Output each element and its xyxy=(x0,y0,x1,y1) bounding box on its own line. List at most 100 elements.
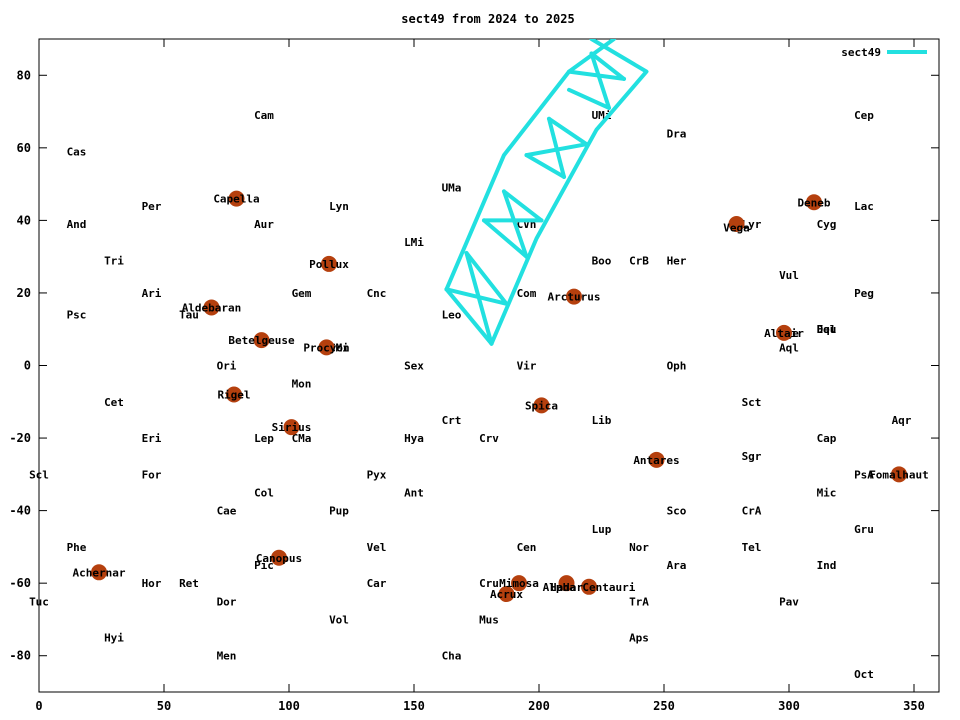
constellation-label: Aps xyxy=(629,632,649,645)
star-label: Alpha Centauri xyxy=(543,581,636,594)
constellation-label: Gem xyxy=(292,287,312,300)
star-point xyxy=(806,194,822,211)
y-tick-label: -40 xyxy=(9,504,31,518)
constellation-label: CrB xyxy=(629,254,649,267)
sect49-segment xyxy=(444,287,494,346)
star-point xyxy=(581,578,597,595)
constellation-label: Per xyxy=(142,200,162,213)
y-tick-label: 0 xyxy=(24,359,31,373)
constellation-labels: Cam Cas Per Aur Lyn And Tri Ari Gem Cnc Psc Tau Ori C… xyxy=(29,109,912,681)
star-label: Capella xyxy=(213,193,259,206)
constellation-label: Oct xyxy=(854,668,874,681)
star-label: Hadar xyxy=(550,581,583,594)
constellation-label: Eri xyxy=(142,432,162,445)
constellation-label: Lib xyxy=(592,414,612,427)
constellation-label: LMi xyxy=(404,236,424,249)
star-label: Aldebaran xyxy=(182,301,242,314)
x-tick-label: 250 xyxy=(653,699,675,713)
constellation-label: Dra xyxy=(667,127,687,140)
star-label: Altair xyxy=(764,327,804,340)
x-tick-label: 100 xyxy=(278,699,300,713)
star-label: Betelgeuse xyxy=(228,334,295,347)
y-tick-label: -60 xyxy=(9,576,31,590)
constellation-label: Del xyxy=(817,323,837,336)
constellation-label: Hor xyxy=(142,577,162,590)
constellation-label: Tuc xyxy=(29,595,49,608)
constellation-label: Sex xyxy=(404,360,424,373)
star-point xyxy=(511,575,527,592)
sect49-segment xyxy=(547,116,589,147)
star-point xyxy=(271,549,287,566)
star-point xyxy=(498,586,515,603)
constellation-label: Crv xyxy=(479,432,499,445)
star-point xyxy=(776,324,792,341)
x-tick-label: 150 xyxy=(403,699,425,713)
constellation-label: Vir xyxy=(517,360,537,373)
star-labels: Capella Aldebaran Betelgeuse Rigel Sirius Pro… xyxy=(73,193,929,601)
x-tick-label: 0 xyxy=(35,699,42,713)
star-point xyxy=(558,575,575,592)
constellation-label: Ant xyxy=(404,486,424,499)
constellation-label: CMi xyxy=(329,341,349,354)
legend-label: sect49 xyxy=(841,46,881,59)
sect49-segment xyxy=(464,251,494,346)
constellation-label: Mic xyxy=(817,486,837,499)
legend: sect49 xyxy=(841,46,927,59)
constellation-label: Pup xyxy=(329,505,349,518)
constellation-label: Phe xyxy=(67,541,87,554)
constellation-label: Men xyxy=(217,650,237,663)
constellation-label: Com xyxy=(517,287,537,300)
star-point xyxy=(566,288,582,305)
star-label: Acrux xyxy=(490,588,523,601)
y-tick-label: -80 xyxy=(9,649,31,663)
constellation-label: Sco xyxy=(667,505,687,518)
constellation-label: Col xyxy=(254,486,274,499)
star-point xyxy=(226,386,242,403)
constellation-label: Sgr xyxy=(742,450,762,463)
sect49-segment xyxy=(482,218,529,259)
constellation-label: Cru xyxy=(479,577,499,590)
star-point xyxy=(891,466,907,483)
constellation-label: Cha xyxy=(442,650,462,663)
star-label: Procyon xyxy=(303,341,349,354)
constellation-label: Nor xyxy=(629,541,649,554)
constellation-label: PsA xyxy=(854,468,874,481)
star-point xyxy=(321,255,337,272)
star-label: Fomalhaut xyxy=(869,468,929,481)
constellation-label: Scl xyxy=(29,468,49,481)
y-tick-label: 80 xyxy=(17,68,31,82)
star-point xyxy=(648,451,665,468)
sect49-segment xyxy=(502,189,544,223)
star-label: Mimosa xyxy=(499,577,539,590)
constellation-label: Vel xyxy=(367,541,387,554)
constellation-label: Ind xyxy=(817,559,837,572)
constellation-label: Tel xyxy=(742,541,762,554)
constellation-label: Cap xyxy=(817,432,837,445)
constellation-label: TrA xyxy=(629,595,649,608)
constellation-label: Aur xyxy=(254,218,274,231)
constellation-label: Cas xyxy=(67,145,87,158)
sect49-segment xyxy=(589,51,611,110)
constellation-label: For xyxy=(142,468,162,481)
y-tick-label: -20 xyxy=(9,431,31,445)
constellation-label: Car xyxy=(367,577,387,590)
sect49-segment xyxy=(489,39,649,346)
y-tick-label: 40 xyxy=(17,213,31,227)
star-label: Sirius xyxy=(272,421,312,434)
x-tick-label: 300 xyxy=(778,699,800,713)
star-label: Arcturus xyxy=(548,291,601,304)
star-point xyxy=(203,299,220,316)
y-tick-label: 60 xyxy=(17,141,31,155)
constellation-label: Lyr xyxy=(742,218,762,231)
constellation-label: Ara xyxy=(667,559,687,572)
star-label: Canopus xyxy=(256,552,302,565)
star-point xyxy=(533,397,550,414)
constellation-label: Cen xyxy=(517,541,537,554)
x-tick-label: 200 xyxy=(528,699,550,713)
star-point xyxy=(318,339,335,356)
star-point xyxy=(728,216,745,233)
constellation-label: Cam xyxy=(254,109,274,122)
constellation-label: Lup xyxy=(592,523,612,536)
bright-stars xyxy=(91,190,907,603)
